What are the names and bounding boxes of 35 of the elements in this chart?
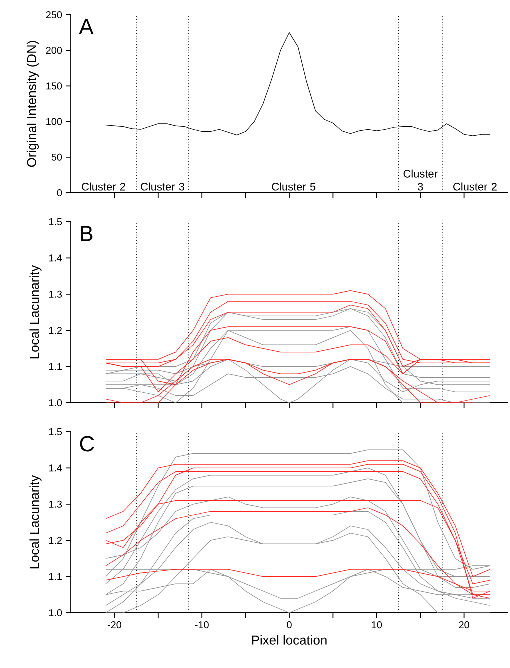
- annotation: Cluster 3: [404, 170, 438, 191]
- y-tick-label: 1.5: [49, 218, 62, 226]
- y-tick-label: 1.2: [49, 537, 62, 544]
- y-tick-label: 1.3: [49, 500, 62, 508]
- y-tick-label: 0: [57, 189, 62, 197]
- x-tick-label: 20: [459, 622, 470, 629]
- y-tick-label: 50: [52, 154, 62, 161]
- y-tick-label: 150: [46, 82, 62, 90]
- y-tick-label: 1.5: [49, 428, 62, 436]
- chart-title: B: [80, 226, 93, 242]
- annotation: Cluster 5: [272, 182, 316, 191]
- x-axis-title: Pixel location: [252, 635, 327, 645]
- y-tick-label: 1.3: [49, 290, 62, 298]
- y-axis-title: Local Lacunarity: [30, 475, 42, 569]
- annotation: Cluster 2: [82, 182, 126, 191]
- y-tick-label: 1.1: [49, 573, 62, 580]
- chart-title: A: [79, 19, 94, 34]
- x-tick-label: -10: [195, 622, 209, 629]
- y-tick-label: 100: [46, 118, 62, 126]
- annotation: Cluster 3: [141, 182, 185, 191]
- x-tick-label: 0: [287, 622, 292, 629]
- y-axis-title: Original Intensity (DN): [26, 41, 40, 168]
- y-tick-label: 1.0: [49, 399, 62, 407]
- y-axis-title: Local Lacunarity: [30, 265, 42, 359]
- y-tick-label: 1.4: [49, 254, 62, 262]
- y-tick-label: 1.0: [49, 609, 62, 617]
- annotation: Cluster 2: [454, 182, 497, 191]
- y-tick-label: 1.4: [49, 464, 62, 472]
- y-tick-label: 1.2: [49, 327, 62, 334]
- x-tick-label: -20: [108, 622, 122, 629]
- y-tick-label: 250: [46, 11, 62, 19]
- y-tick-label: 200: [46, 47, 62, 54]
- chart-title: C: [80, 436, 94, 452]
- x-tick-label: 10: [372, 622, 382, 629]
- y-tick-label: 1.1: [49, 363, 62, 370]
